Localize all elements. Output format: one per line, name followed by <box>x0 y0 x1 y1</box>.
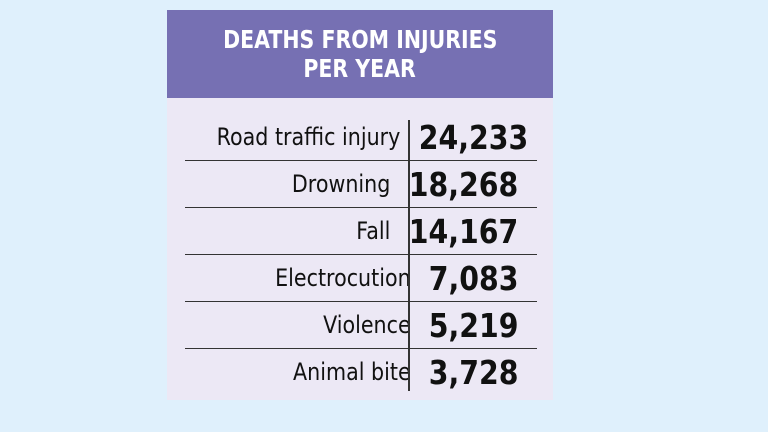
death-count: 5,219 <box>428 305 519 345</box>
card-header: DEATHS FROM INJURIES PER YEAR <box>167 10 553 98</box>
cause-label: Fall <box>356 217 391 245</box>
cause-label: Electrocution <box>275 264 411 292</box>
table-row: Fall 14,167 <box>185 208 537 255</box>
table-row: Road traffic injury 24,233 <box>185 114 537 161</box>
column-divider <box>408 349 410 391</box>
death-count: 7,083 <box>428 258 519 298</box>
table-row: Drowning 18,268 <box>185 161 537 208</box>
column-divider <box>408 302 410 348</box>
death-count: 18,268 <box>408 164 518 204</box>
column-divider <box>408 120 410 160</box>
table-row: Electrocution 7,083 <box>185 255 537 302</box>
cause-label: Animal bite <box>293 358 411 386</box>
title-line-2: PER YEAR <box>303 54 417 83</box>
infographic-card: DEATHS FROM INJURIES PER YEAR Road traff… <box>167 10 553 400</box>
table-row: Animal bite 3,728 <box>185 349 537 395</box>
cause-label: Road traffic injury <box>216 123 401 151</box>
death-count: 3,728 <box>428 352 519 392</box>
column-divider <box>408 161 410 207</box>
death-count: 14,167 <box>408 211 518 251</box>
cause-label: Drowning <box>291 170 391 198</box>
death-count: 24,233 <box>418 117 528 157</box>
column-divider <box>408 255 410 301</box>
column-divider <box>408 208 410 254</box>
table-row: Violence 5,219 <box>185 302 537 349</box>
deaths-table: Road traffic injury 24,233 Drowning 18,2… <box>185 114 537 395</box>
title-line-1: DEATHS FROM INJURIES <box>222 25 498 54</box>
cause-label: Violence <box>323 311 411 339</box>
